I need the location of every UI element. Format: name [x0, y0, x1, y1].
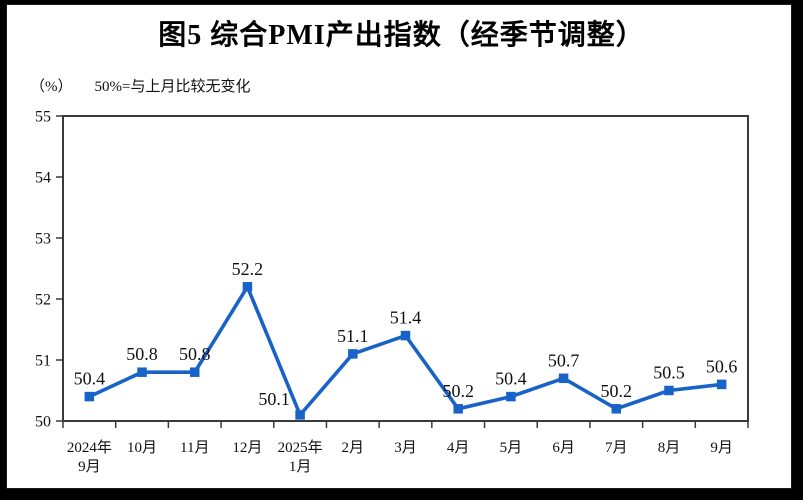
data-point-label: 50.5 [653, 363, 685, 383]
y-axis-tick-label: 50 [35, 414, 51, 431]
x-axis-category-label: 2月 [342, 440, 365, 456]
x-axis-category-label: 10月 [127, 440, 157, 456]
data-point-marker [664, 385, 674, 396]
y-axis-unit-label: （%） [30, 79, 73, 95]
y-axis-tick-label: 53 [35, 231, 51, 248]
x-axis-category-label: 11月 [180, 440, 209, 456]
data-point-label: 50.4 [495, 369, 527, 389]
data-point-label: 51.4 [390, 308, 422, 328]
data-point-marker [506, 391, 516, 402]
x-axis-category-label: 5月 [500, 440, 523, 456]
chart-title: 图5 综合PMI产出指数（经季节调整） [158, 20, 645, 51]
data-point-label: 52.2 [232, 259, 264, 279]
data-point-label: 50.6 [706, 356, 738, 376]
data-point-marker [453, 404, 463, 414]
plot-area-border [62, 115, 749, 422]
page-border-frame [6, 4, 792, 489]
data-point-marker [295, 410, 305, 420]
x-axis-category-label: 3月 [394, 440, 417, 456]
data-point-labels: 50.4 50.8 50.8 52.2 50.1 51.1 51.4 50.2 50.4 50.7… [74, 259, 738, 409]
x-axis-category-label: 12月 [232, 440, 262, 456]
data-point-marker [84, 391, 95, 402]
data-point-label: 51.1 [337, 326, 369, 346]
data-point-marker [348, 349, 358, 359]
x-axis-category-label: 7月 [605, 440, 628, 456]
x-axis-category-label: 2024年 9月 [67, 439, 112, 475]
data-point-label: 50.4 [74, 369, 106, 389]
x-axis-category-label: 9月 [710, 440, 733, 456]
data-point-marker [716, 379, 727, 390]
chart-subtitle-row: （%） 50%=与上月比较无变化 [30, 75, 250, 96]
data-point-label: 50.8 [179, 344, 211, 364]
x-axis-category-label: 4月 [447, 440, 470, 456]
x-axis-labels: 2024年 9月 10月 11月 12月 2025年 1月 2月 3月 4月 5月 6月 7月 8月 9月 [67, 439, 733, 475]
data-point-marker [400, 330, 411, 341]
y-axis: 50 51 52 53 54 55 [35, 109, 63, 431]
data-point-marker [611, 404, 622, 414]
data-point-label: 50.2 [601, 381, 633, 401]
data-point-label: 50.8 [126, 344, 158, 364]
axis-note: 50%=与上月比较无变化 [94, 79, 251, 95]
data-point-marker [558, 373, 569, 384]
x-axis-category-label: 8月 [658, 440, 681, 456]
data-point-label: 50.7 [548, 350, 580, 370]
data-point-label: 50.2 [442, 381, 474, 401]
data-point-marker [242, 282, 253, 292]
data-point-label: 50.1 [258, 389, 290, 409]
y-axis-tick-label: 52 [35, 292, 51, 309]
data-point-marker [137, 367, 147, 377]
y-axis-tick-label: 54 [35, 170, 51, 187]
data-point-marker [189, 367, 200, 377]
x-axis-ticks [62, 421, 749, 428]
data-point-markers [84, 282, 727, 420]
x-axis-category-label: 2025年 1月 [278, 439, 323, 475]
x-axis-category-label: 6月 [552, 440, 575, 456]
y-axis-tick-label: 55 [35, 109, 51, 126]
y-axis-tick-label: 51 [35, 353, 51, 370]
